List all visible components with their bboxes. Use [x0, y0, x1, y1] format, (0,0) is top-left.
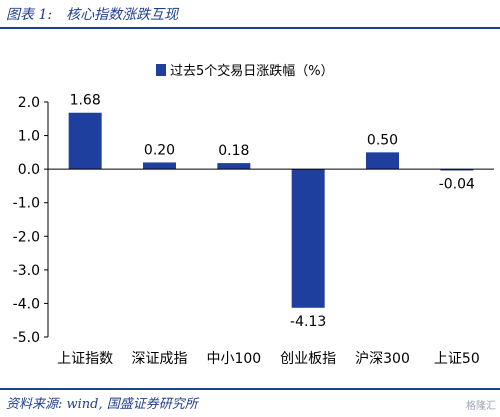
bar	[68, 112, 102, 170]
x-tick-label: 上证50	[434, 351, 480, 367]
y-tick-label: -3.0	[13, 263, 40, 279]
x-tick-label: 中小100	[206, 351, 261, 367]
legend-label: 过去5个交易日涨跌幅（%）	[170, 63, 334, 79]
legend-swatch	[156, 64, 166, 76]
bottom-rule	[0, 388, 500, 390]
figure-number: 图表 1:	[6, 7, 53, 23]
data-label: 0.20	[144, 142, 175, 158]
data-label: -0.04	[439, 176, 475, 192]
bar	[366, 152, 399, 170]
y-tick-label: 0.0	[18, 162, 40, 178]
y-tick-label: 1.0	[18, 129, 40, 145]
bar	[440, 169, 474, 171]
y-tick-label: -4.0	[13, 296, 40, 312]
x-tick-label: 上证指数	[57, 351, 113, 367]
top-rule	[0, 27, 500, 29]
data-label: 0.50	[367, 132, 398, 148]
y-tick-label: 2.0	[18, 95, 40, 111]
y-tick-label: -5.0	[13, 330, 40, 346]
figure-title: 图表 1: 核心指数涨跌互现	[6, 4, 494, 30]
y-tick-label: -2.0	[13, 229, 40, 245]
y-tick-label: -1.0	[13, 196, 40, 212]
data-label: 0.18	[218, 143, 249, 159]
bar	[217, 163, 251, 170]
bar	[291, 169, 325, 308]
x-tick-label: 深证成指	[132, 351, 188, 367]
figure-title-text: 核心指数涨跌互现	[66, 7, 179, 23]
source-note: 资料来源: wind, 国盛证券研究所	[6, 397, 198, 412]
bar	[143, 162, 176, 170]
data-label: 1.68	[70, 93, 101, 109]
watermark: 格隆汇	[466, 401, 496, 412]
x-tick-label: 创业板指	[280, 351, 336, 367]
x-tick-label: 沪深300	[355, 351, 410, 367]
data-label: -4.13	[290, 314, 326, 330]
